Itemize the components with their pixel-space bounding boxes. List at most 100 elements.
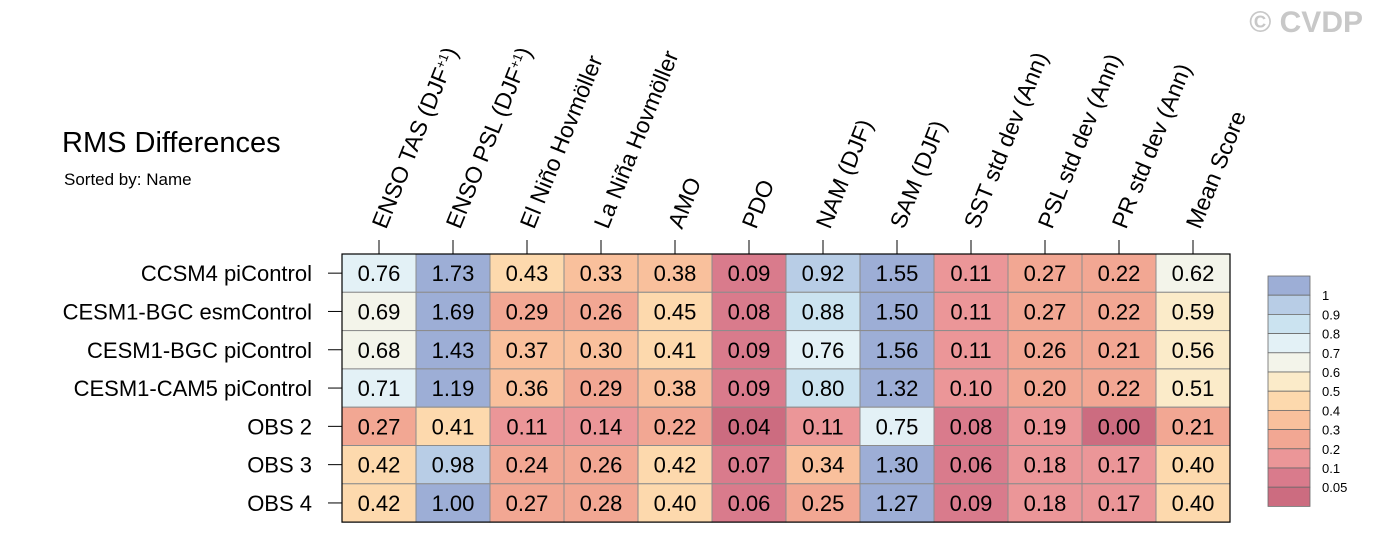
heatmap-cell	[711, 291, 787, 332]
column-label: El Niño Hovmöller	[515, 51, 608, 232]
cell-value: 0.27	[1024, 299, 1067, 324]
cell-value: 0.42	[358, 453, 401, 478]
heatmap-cell	[1081, 253, 1157, 293]
colorbar-label: 0.7	[1322, 346, 1340, 361]
colorbar-label: 0.6	[1322, 365, 1340, 380]
cell-value: 0.40	[654, 491, 697, 516]
heatmap-cell	[1155, 483, 1231, 523]
heatmap-cell	[711, 445, 787, 485]
cell-value: 1.50	[876, 299, 919, 324]
row-label: OBS 2	[247, 414, 312, 439]
colorbar-label: 0.1	[1322, 461, 1340, 476]
cell-value: 0.22	[654, 414, 697, 439]
column-label: Mean Score	[1181, 107, 1252, 232]
heatmap-cell	[637, 291, 713, 332]
cell-value: 0.09	[950, 491, 993, 516]
cell-value: 0.45	[654, 299, 697, 324]
row-label: CCSM4 piControl	[141, 261, 312, 286]
colorbar-label: 0.5	[1322, 384, 1340, 399]
heatmap-cell	[711, 483, 787, 523]
heatmap-cell	[563, 330, 639, 370]
cell-value: 0.33	[580, 261, 623, 286]
colorbar-swatch	[1267, 275, 1311, 296]
heatmap-cell	[711, 368, 787, 408]
cell-value: 0.09	[728, 376, 771, 401]
cell-value: 0.22	[1098, 376, 1141, 401]
cell-value: 1.19	[432, 376, 475, 401]
chart-subtitle: Sorted by: Name	[64, 170, 192, 189]
cell-value: 0.11	[506, 414, 547, 439]
heatmap-cell	[637, 445, 713, 485]
cell-value: 0.20	[1024, 376, 1067, 401]
cell-value: 0.51	[1172, 376, 1215, 401]
heatmap-cell	[1007, 330, 1083, 370]
colorbar-label: 1	[1322, 288, 1329, 303]
heatmap-cell	[1155, 330, 1231, 370]
cell-value: 1.32	[876, 376, 919, 401]
colorbar-swatch	[1267, 467, 1311, 488]
cell-value: 0.36	[506, 376, 549, 401]
cell-value: 0.11	[950, 261, 991, 286]
heatmap-cell	[1081, 406, 1157, 447]
heatmap-cell	[859, 253, 935, 293]
cell-value: 1.27	[876, 491, 919, 516]
cell-value: 0.22	[1098, 261, 1141, 286]
cell-value: 0.06	[728, 491, 771, 516]
cell-value: 0.38	[654, 261, 697, 286]
watermark: © CVDP	[1249, 6, 1363, 39]
cell-value: 0.18	[1024, 491, 1067, 516]
cell-value: 0.41	[432, 414, 475, 439]
heatmap-cell	[1155, 406, 1231, 447]
cell-value: 0.37	[506, 338, 549, 363]
heatmap-cell	[859, 406, 935, 447]
chart-title: RMS Differences	[62, 127, 281, 159]
cell-value: 0.17	[1098, 491, 1141, 516]
cell-value: 1.00	[432, 491, 475, 516]
heatmap-cell	[489, 330, 565, 370]
cell-value: 0.88	[802, 299, 845, 324]
heatmap-cell	[563, 445, 639, 485]
cell-value: 1.56	[876, 338, 919, 363]
cell-value: 0.09	[728, 338, 771, 363]
cell-value: 0.21	[1172, 414, 1215, 439]
cell-value: 0.11	[950, 338, 991, 363]
cell-value: 0.08	[728, 299, 771, 324]
cell-value: 0.98	[432, 453, 475, 478]
heatmap-cell	[563, 483, 639, 523]
cell-value: 0.68	[358, 338, 401, 363]
row-label: CESM1-BGC piControl	[87, 338, 312, 363]
colorbar-swatch	[1267, 333, 1311, 354]
heatmap-cell	[1081, 483, 1157, 523]
colorbar-swatch	[1267, 294, 1311, 315]
cell-value: 0.28	[580, 491, 623, 516]
cell-value: 1.69	[432, 299, 475, 324]
cell-value: 0.76	[358, 261, 401, 286]
cell-value: 0.59	[1172, 299, 1215, 324]
heatmap-cell	[563, 406, 639, 447]
heatmap-cell	[489, 368, 565, 408]
cell-value: 0.30	[580, 338, 623, 363]
cell-value: 0.09	[728, 261, 771, 286]
cell-value: 0.29	[580, 376, 623, 401]
colorbar-swatch	[1267, 448, 1311, 469]
colorbar-label: 0.3	[1322, 423, 1340, 438]
heatmap-cell	[859, 445, 935, 485]
cell-value: 0.27	[506, 491, 549, 516]
cell-value: 0.24	[506, 453, 549, 478]
cell-value: 0.11	[802, 414, 843, 439]
heatmap-cell	[637, 483, 713, 523]
cell-value: 0.42	[358, 491, 401, 516]
row-label: CESM1-CAM5 piControl	[74, 376, 312, 401]
heatmap-cell	[933, 445, 1009, 485]
column-label: PR std dev (Ann)	[1107, 60, 1197, 232]
row-label: OBS 3	[247, 453, 312, 478]
colorbar-swatch	[1267, 390, 1311, 411]
heatmap-cell	[1007, 445, 1083, 485]
column-label: PSL std dev (Ann)	[1033, 50, 1127, 232]
cell-value: 1.55	[876, 261, 919, 286]
heatmap-cell	[933, 291, 1009, 332]
colorbar-swatch	[1267, 352, 1311, 373]
cell-value: 0.26	[580, 299, 623, 324]
colorbar-label: 0.8	[1322, 327, 1340, 342]
